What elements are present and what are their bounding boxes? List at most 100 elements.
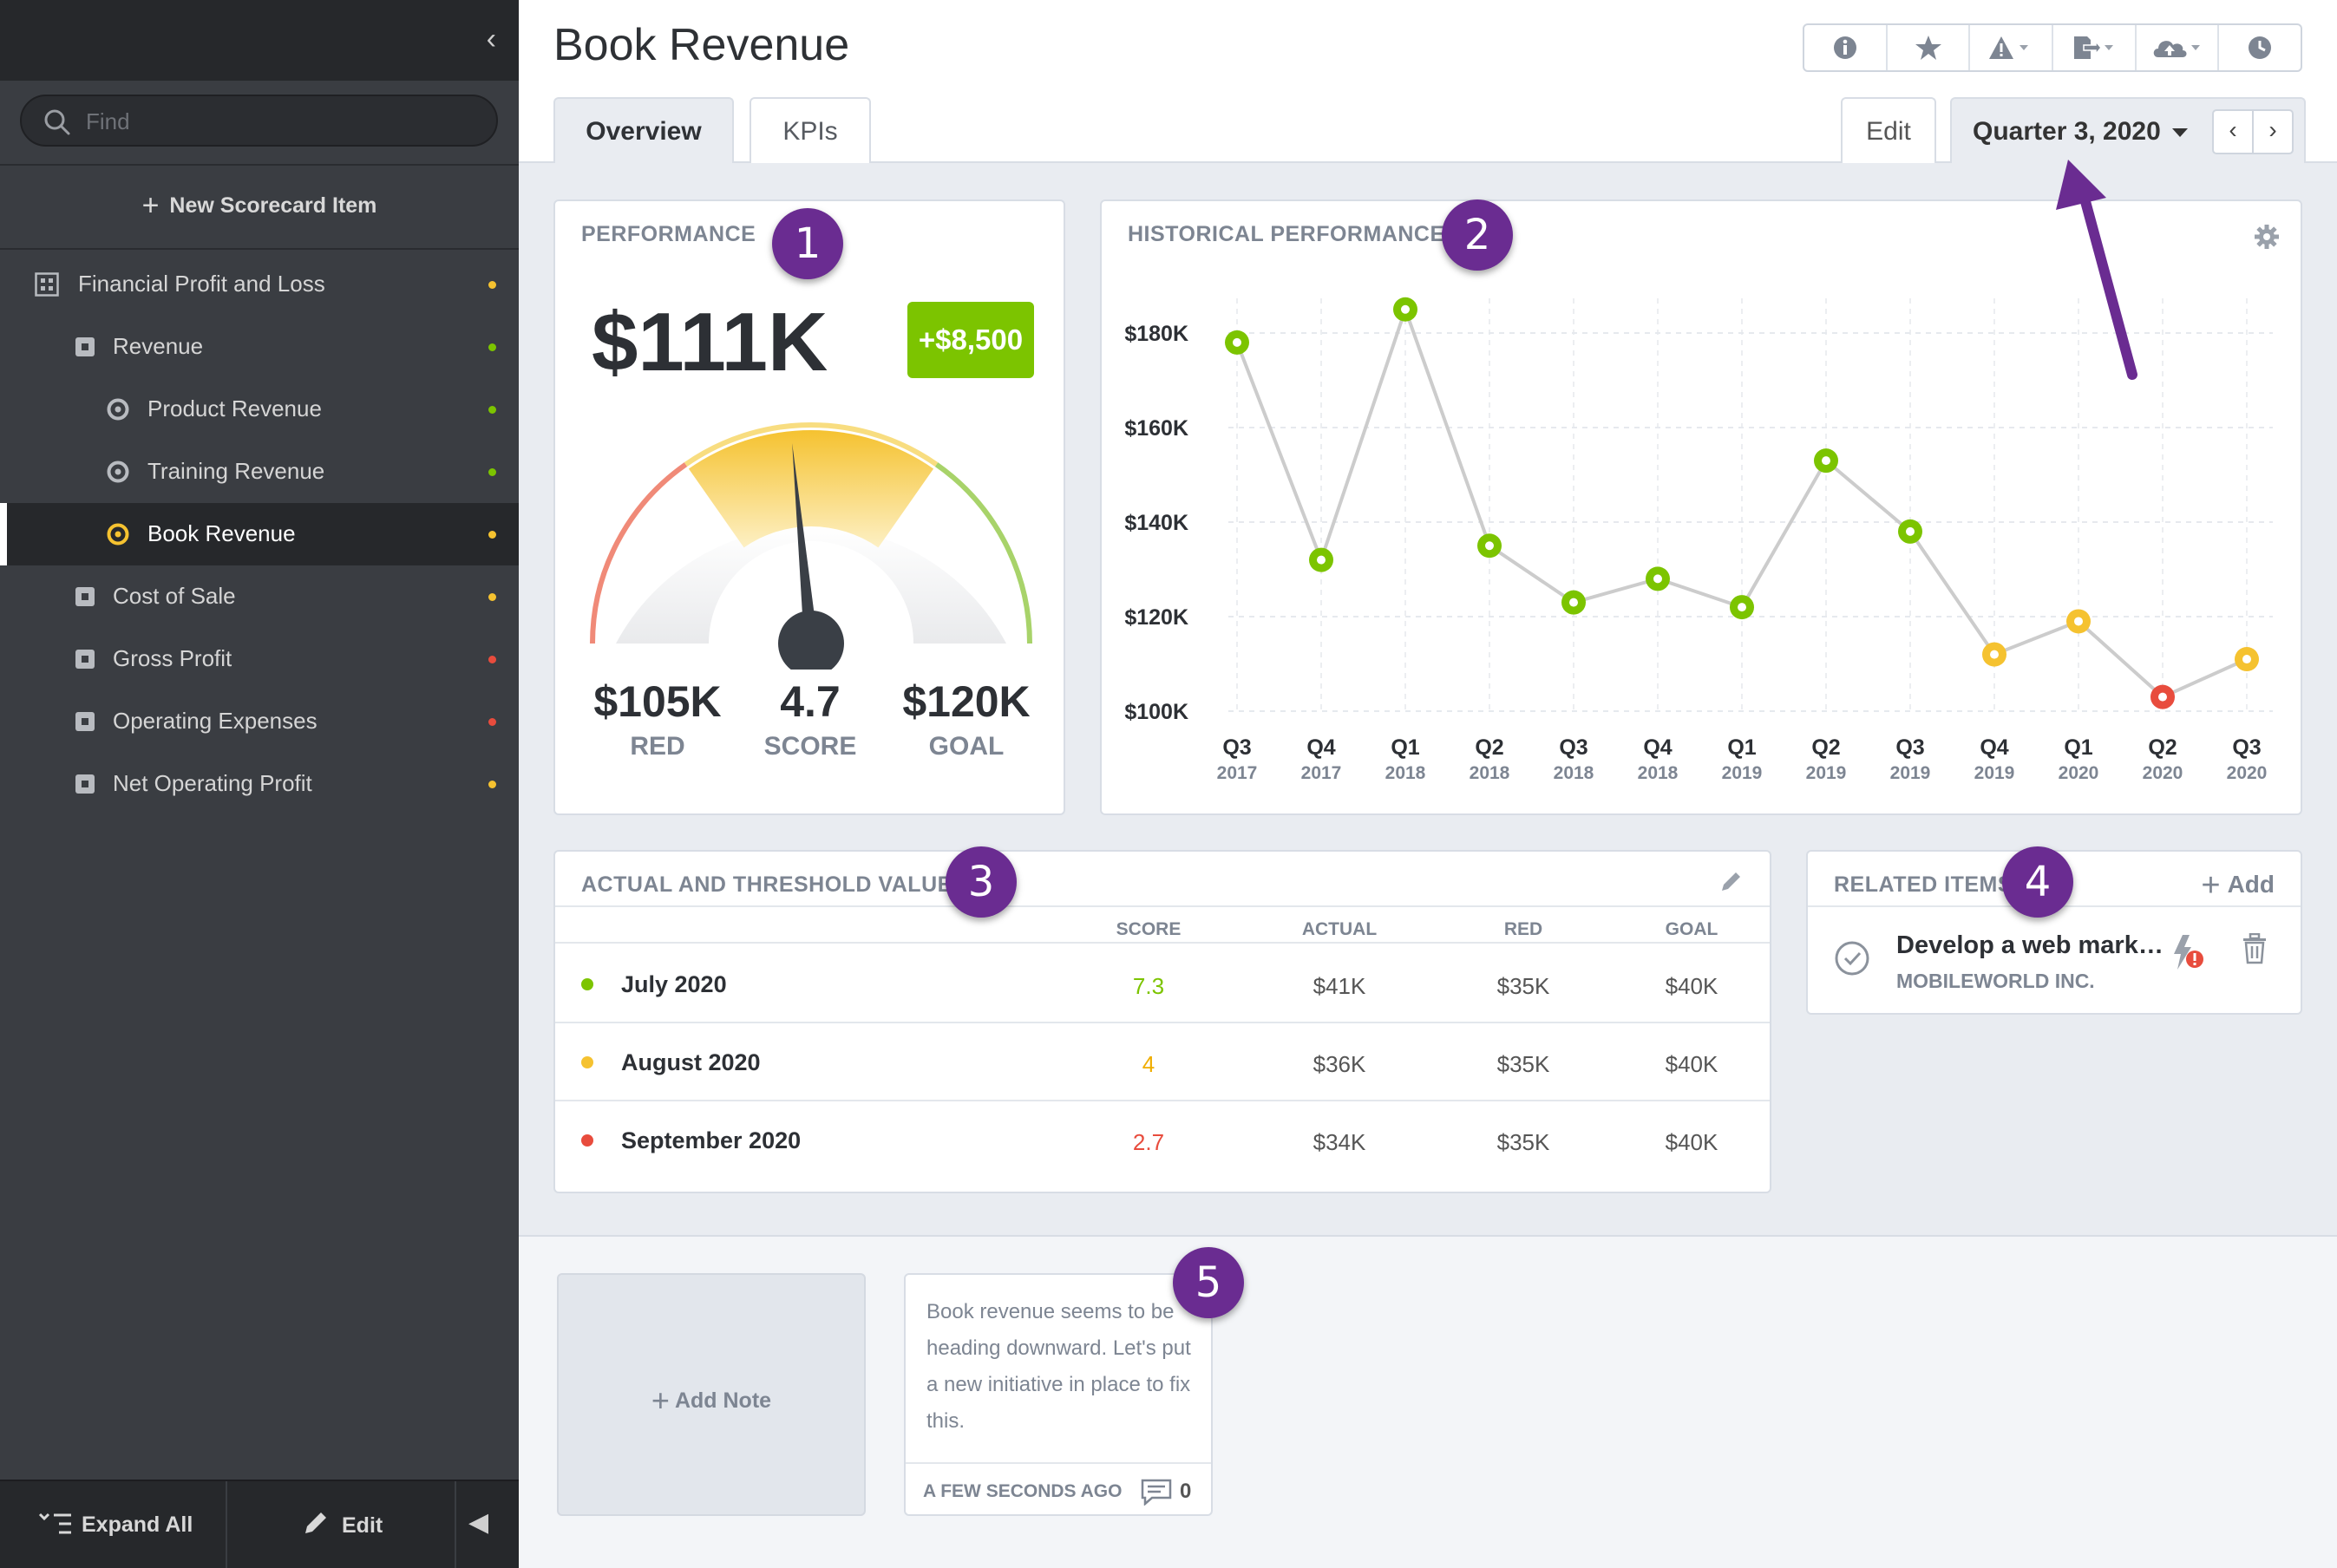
note-comments-button[interactable]: 0	[1140, 1476, 1201, 1507]
sidebar-item-label: Revenue	[113, 333, 204, 359]
gear-icon[interactable]	[2254, 224, 2280, 250]
add-related-label: Add	[2227, 871, 2275, 898]
tab-kpis[interactable]: KPIs	[750, 97, 871, 163]
sidebar-item-cost-of-sale[interactable]: Cost of Sale	[0, 565, 519, 628]
alerts-button[interactable]	[1970, 25, 2054, 70]
score-value: 4.7	[780, 677, 841, 726]
sidebar-item-revenue[interactable]: Revenue	[0, 316, 519, 378]
x-tick-quarter: Q3	[1895, 735, 1924, 760]
favorite-button[interactable]	[1888, 25, 1971, 70]
data-point-center	[1485, 541, 1494, 551]
scorecard-icon	[35, 272, 59, 297]
sidebar-edit-label: Edit	[342, 1513, 383, 1538]
y-tick-label: $120K	[1124, 605, 1188, 630]
sidebar-item-financial-profit-and-loss[interactable]: Financial Profit and Loss	[0, 253, 519, 316]
trash-icon[interactable]	[2242, 933, 2268, 964]
status-dot	[488, 593, 496, 601]
red-threshold: $105K RED	[571, 676, 744, 761]
row-score: 7.3	[1132, 973, 1165, 999]
expand-all-button[interactable]: Expand All	[0, 1481, 227, 1568]
related-item[interactable]: Develop a web marke... MOBILEWORLD INC.	[1808, 907, 2301, 1013]
x-tick-quarter: Q2	[1475, 735, 1503, 760]
check-circle-icon[interactable]	[1834, 940, 1870, 977]
column-header-score: SCORE	[1116, 919, 1182, 939]
sidebar-item-product-revenue[interactable]: Product Revenue	[0, 378, 519, 441]
note-card[interactable]: Book revenue seems to be heading downwar…	[904, 1273, 1213, 1516]
add-note-button[interactable]: + Add Note	[557, 1273, 866, 1516]
goal-label: GOAL	[928, 732, 1005, 761]
column-header-red: RED	[1503, 919, 1543, 939]
data-point-center	[1401, 304, 1410, 314]
hide-sidebar-icon[interactable]: ◀	[468, 1508, 489, 1537]
search-icon	[44, 109, 70, 135]
sidebar-item-operating-expenses[interactable]: Operating Expenses	[0, 690, 519, 753]
row-actual: $36K	[1313, 1051, 1366, 1077]
sidebar-item-gross-profit[interactable]: Gross Profit	[0, 628, 519, 690]
table-row[interactable]: July 2020 7.3 $41K $35K $40K	[555, 945, 1770, 1023]
add-note-label: Add Note	[674, 1388, 772, 1413]
data-point-center	[1233, 337, 1241, 347]
status-dot	[581, 1134, 593, 1147]
search-input[interactable]	[86, 103, 476, 140]
new-scorecard-item-button[interactable]: + New Scorecard Item	[0, 189, 519, 223]
initiative-alert-icon	[2174, 935, 2203, 970]
red-threshold-label: RED	[630, 732, 685, 761]
add-related-button[interactable]: + Add	[2201, 867, 2275, 905]
tab-overview[interactable]: Overview	[553, 97, 734, 163]
sidebar-item-label: Training Revenue	[147, 458, 325, 484]
x-tick-quarter: Q1	[1727, 735, 1756, 760]
page-header: Book Revenue Overview KPIs Edit Quarter …	[519, 0, 2337, 163]
sidebar-item-label: Net Operating Profit	[113, 770, 312, 796]
related-item-name[interactable]: Develop a web marke...	[1896, 931, 2170, 959]
sidebar-search[interactable]	[20, 95, 498, 147]
x-tick-year: 2019	[1722, 763, 1763, 783]
sidebar-item-training-revenue[interactable]: Training Revenue	[0, 441, 519, 503]
collapse-sidebar-icon[interactable]: ‹	[486, 23, 496, 56]
x-tick-quarter: Q2	[1811, 735, 1840, 760]
measure-icon	[107, 523, 129, 546]
table-row[interactable]: September 2020 2.7 $34K $35K $40K	[555, 1101, 1770, 1179]
row-score: 4	[1142, 1051, 1155, 1077]
status-dot	[488, 281, 496, 289]
gauge-needle	[792, 443, 818, 644]
row-score: 2.7	[1132, 1129, 1165, 1155]
score-label: SCORE	[763, 732, 857, 761]
x-tick-year: 2020	[2059, 763, 2099, 783]
add-note-text: + Add Note	[559, 1382, 864, 1419]
warning-icon	[1989, 36, 2029, 59]
objective-icon	[75, 650, 95, 669]
cloud-button[interactable]	[2137, 25, 2220, 70]
next-period-button[interactable]: ›	[2252, 109, 2294, 154]
x-tick-year: 2020	[2227, 763, 2268, 783]
history-button[interactable]	[2219, 25, 2301, 70]
expand-all-label: Expand All	[82, 1512, 193, 1537]
data-point-center	[1990, 650, 1999, 659]
sidebar-item-book-revenue[interactable]: Book Revenue	[0, 503, 519, 565]
goal-threshold: $120K GOAL	[880, 676, 1053, 761]
sidebar: ‹ + New Scorecard Item Financial Profit a…	[0, 0, 519, 1568]
edit-button[interactable]: Edit	[1841, 97, 1936, 163]
goal-value: $120K	[902, 677, 1031, 726]
x-tick-quarter: Q4	[1643, 735, 1672, 760]
annotation-badge-4: 4	[2002, 846, 2073, 918]
row-red: $35K	[1496, 1051, 1550, 1077]
table-row[interactable]: August 2020 4 $36K $35K $40K	[555, 1023, 1770, 1101]
measure-icon	[107, 461, 129, 483]
sidebar-item-net-operating-profit[interactable]: Net Operating Profit	[0, 753, 519, 815]
score-stat: 4.7 SCORE	[723, 676, 897, 761]
period-dropdown[interactable]: Quarter 3, 2020	[1973, 117, 2161, 146]
cloud-upload-icon	[2153, 41, 2200, 57]
caret-down-icon[interactable]	[2172, 128, 2188, 137]
toolbar	[1803, 23, 2302, 72]
pencil-icon[interactable]	[1719, 869, 1744, 893]
previous-period-button[interactable]: ‹	[2212, 109, 2254, 154]
export-button[interactable]	[2053, 25, 2137, 70]
sidebar-footer: Expand All Edit ◀	[0, 1480, 519, 1568]
status-dot	[581, 978, 593, 990]
annotation-badge-5: 5	[1173, 1247, 1244, 1318]
sidebar-edit-button[interactable]: Edit	[229, 1481, 456, 1568]
performance-value: $111K	[592, 296, 828, 389]
info-button[interactable]	[1804, 25, 1888, 70]
gauge-hub	[778, 611, 844, 670]
performance-gauge	[590, 422, 1032, 670]
